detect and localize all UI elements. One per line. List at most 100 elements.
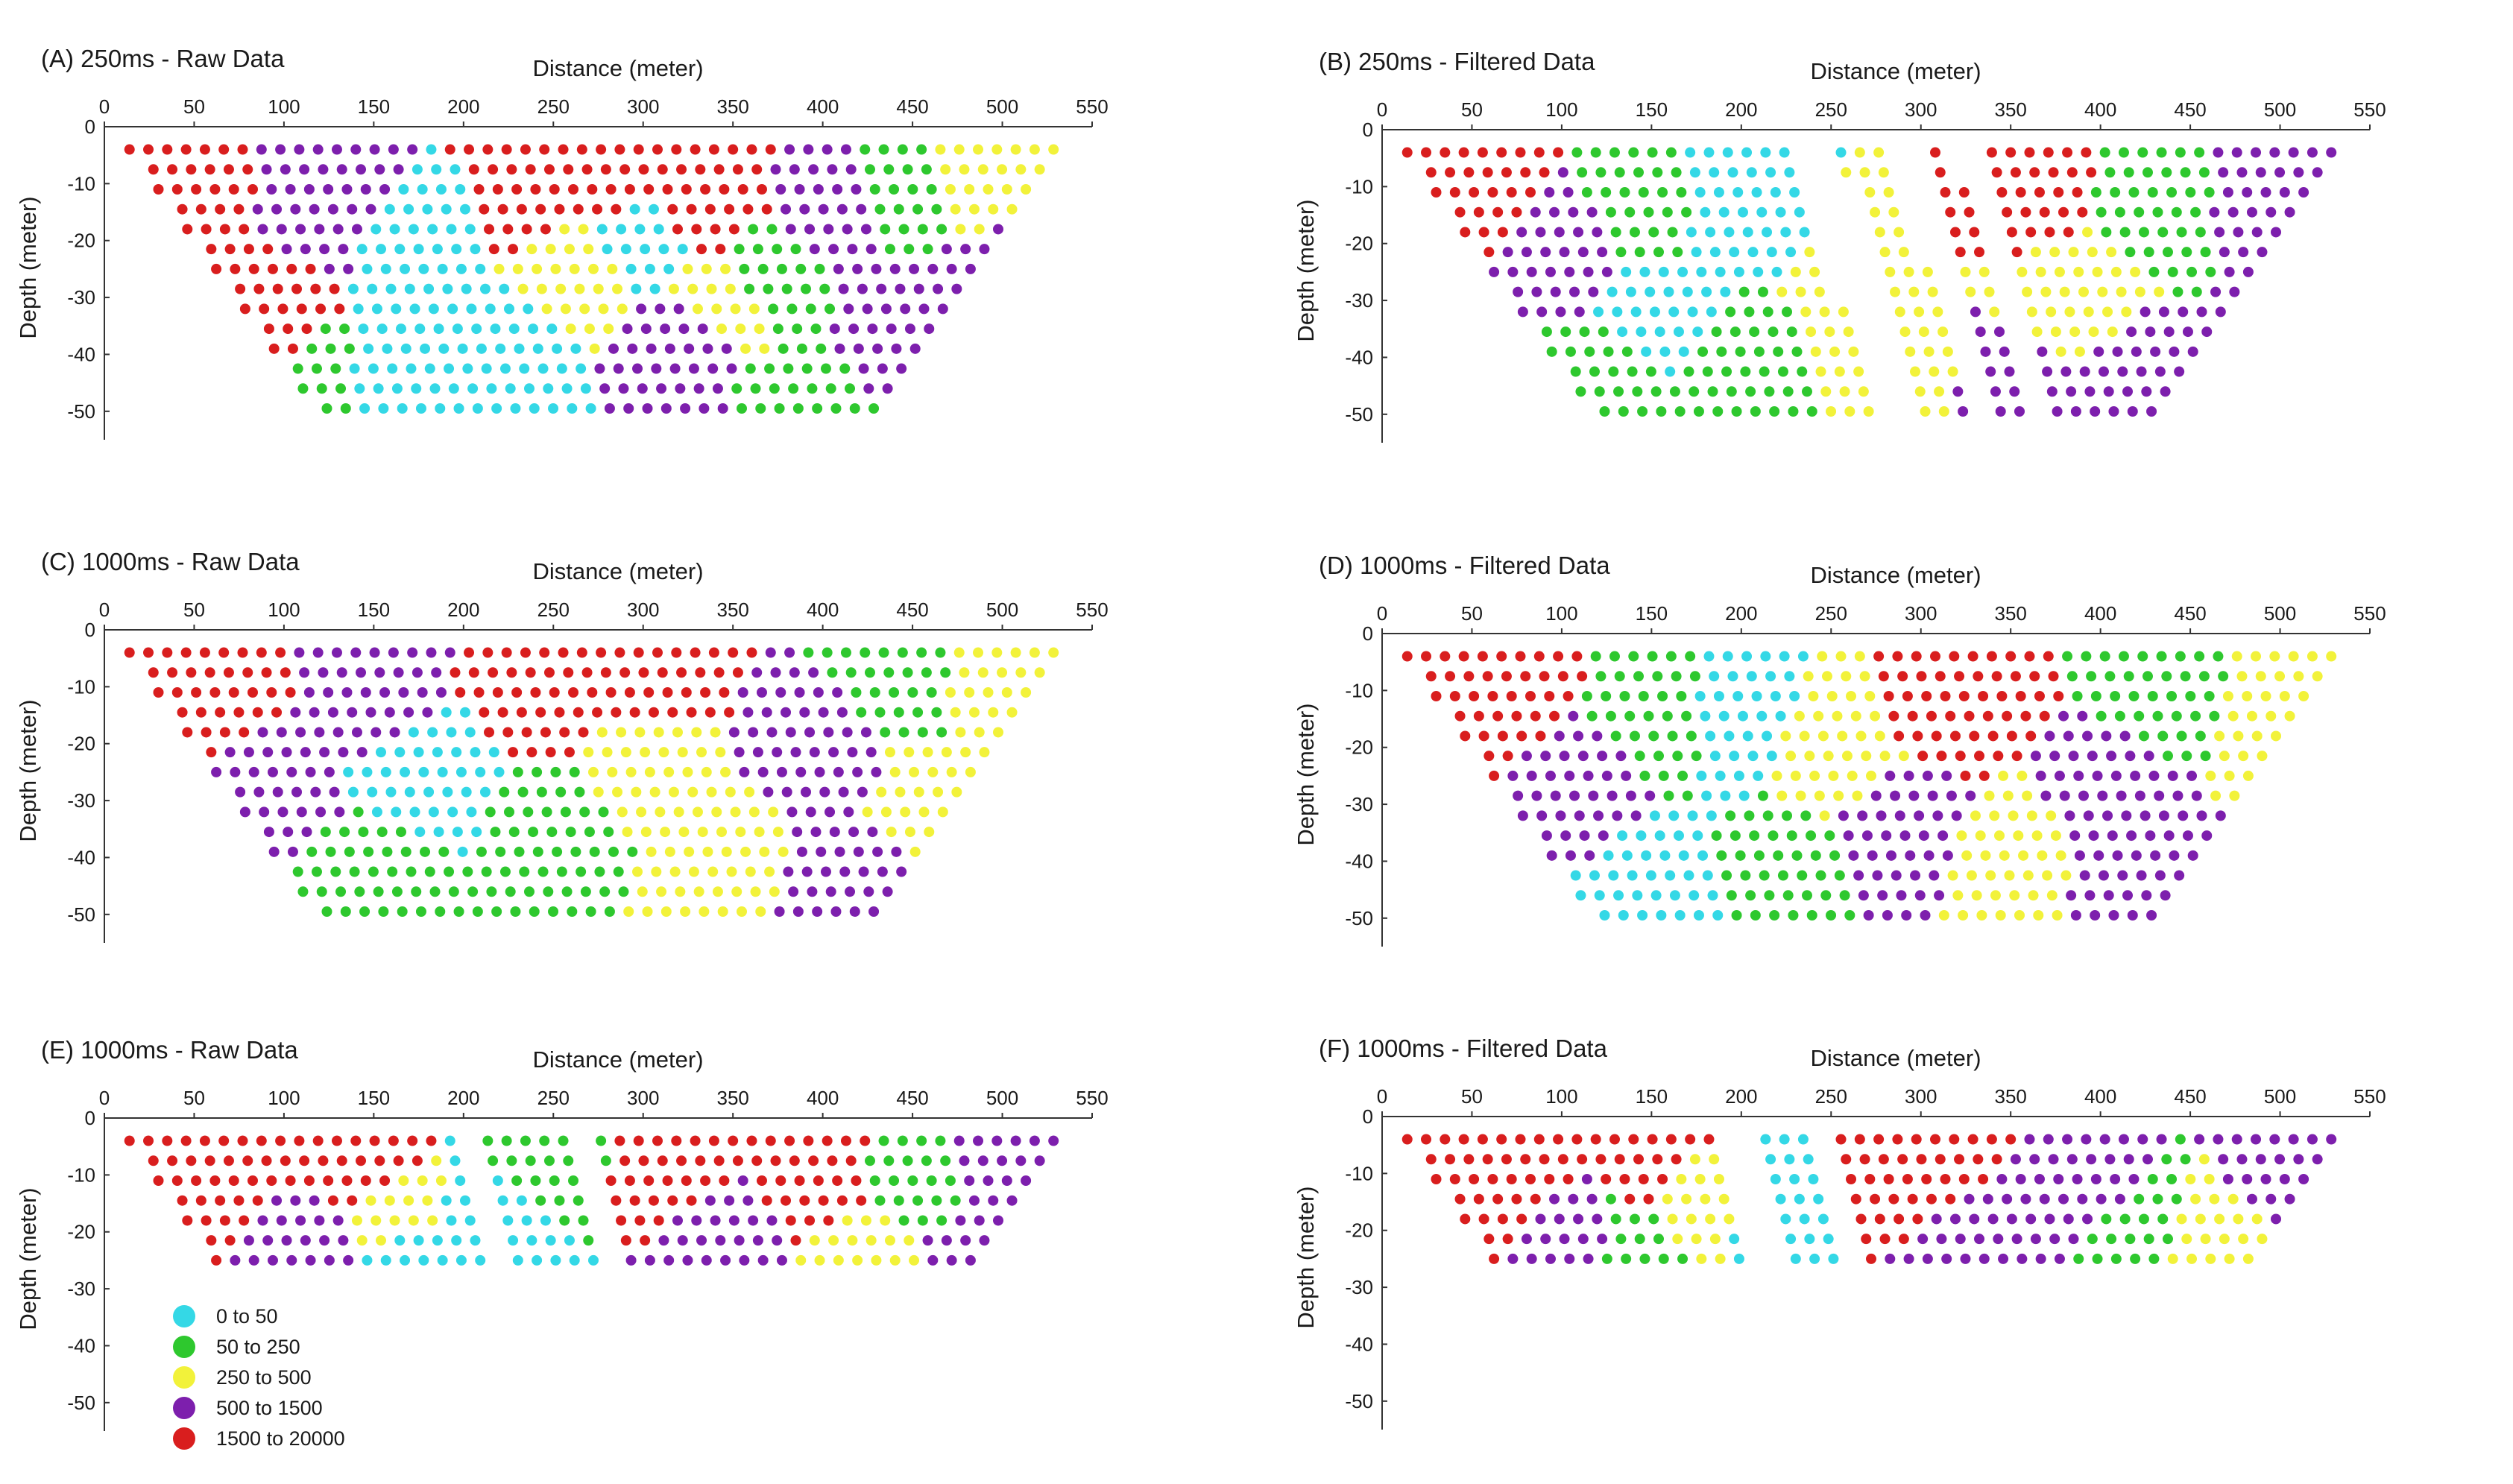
data-point: [546, 827, 558, 838]
data-point: [432, 1235, 443, 1246]
data-point: [921, 164, 932, 175]
data-point: [1492, 710, 1504, 722]
data-point: [2148, 1253, 2160, 1264]
data-point: [1749, 326, 1760, 338]
data-point: [281, 1235, 292, 1246]
data-point: [347, 1195, 358, 1206]
data-point: [587, 263, 599, 274]
data-point: [2026, 306, 2037, 318]
data-point: [315, 806, 327, 818]
data-point: [2073, 770, 2084, 781]
data-point: [974, 727, 985, 738]
data-point: [310, 283, 321, 294]
data-point: [823, 727, 834, 738]
data-point: [295, 224, 306, 235]
data-point: [1789, 1174, 1800, 1184]
data-point: [523, 886, 535, 897]
data-point: [1006, 203, 1018, 215]
y-tick-label: -30: [67, 789, 95, 812]
data-point: [177, 1195, 188, 1206]
data-point: [1775, 1193, 1786, 1204]
data-point: [808, 667, 819, 678]
data-point: [1544, 1174, 1555, 1184]
data-point: [1921, 1174, 1932, 1184]
data-point: [2104, 167, 2116, 178]
data-point: [195, 1195, 206, 1206]
data-point: [1653, 247, 1664, 258]
data-point: [1911, 651, 1922, 662]
data-point: [1601, 187, 1612, 198]
data-point: [1647, 651, 1658, 662]
data-point: [446, 224, 457, 235]
data-point: [2145, 326, 2156, 338]
data-point: [2072, 187, 2083, 198]
data-point: [824, 806, 836, 818]
data-point: [2190, 710, 2201, 722]
x-tick-label: 300: [1905, 602, 1937, 625]
data-point: [737, 184, 748, 195]
data-point: [2187, 346, 2198, 357]
data-point: [363, 343, 374, 354]
data-point: [1564, 266, 1575, 277]
data-point: [808, 1155, 819, 1166]
data-point: [404, 283, 415, 294]
data-point: [1643, 710, 1654, 722]
data-point: [171, 184, 183, 195]
data-point: [600, 164, 611, 175]
data-point: [2090, 406, 2101, 417]
data-point: [219, 727, 230, 738]
data-point: [696, 1235, 707, 1246]
data-point: [801, 363, 813, 374]
x-tick-label: 500: [2264, 602, 2296, 625]
data-point: [2025, 1213, 2037, 1225]
data-point: [1595, 671, 1607, 682]
data-point: [1914, 386, 1926, 397]
data-point: [991, 144, 1003, 155]
data-point: [257, 727, 268, 738]
data-point: [1573, 730, 1584, 742]
data-point: [426, 647, 437, 658]
data-point: [638, 667, 649, 678]
data-point: [1974, 247, 1985, 258]
data-point: [1557, 671, 1568, 682]
data-point: [1853, 870, 1864, 881]
data-point: [1621, 346, 1633, 357]
data-point: [1773, 850, 1784, 861]
data-point: [472, 906, 483, 917]
data-point: [2161, 167, 2172, 178]
data-point: [690, 144, 701, 155]
data-point: [502, 1215, 514, 1226]
data-point: [834, 846, 845, 857]
data-point: [816, 343, 827, 354]
data-point: [896, 363, 907, 374]
data-point: [672, 727, 683, 738]
data-point: [462, 363, 473, 374]
data-point: [744, 283, 755, 294]
data-point: [751, 1155, 763, 1166]
data-point: [336, 667, 347, 678]
data-point: [1653, 1234, 1664, 1245]
data-point: [556, 866, 567, 877]
data-point: [2218, 167, 2229, 178]
legend-label: 1500 to 20000: [216, 1427, 345, 1450]
x-tick-label: 0: [1377, 602, 1387, 625]
data-point: [252, 203, 263, 215]
data-point: [1048, 144, 1059, 155]
data-point: [2209, 206, 2220, 218]
data-point: [2048, 1154, 2059, 1165]
data-point: [545, 747, 556, 758]
data-point: [2134, 790, 2145, 801]
data-point: [744, 786, 755, 798]
data-point: [574, 283, 585, 294]
data-point: [535, 203, 546, 215]
data-point: [1914, 890, 1926, 901]
data-point: [2030, 751, 2041, 762]
data-point: [828, 244, 839, 255]
data-point: [620, 1235, 631, 1246]
data-point: [1795, 286, 1806, 297]
data-point: [1515, 147, 1526, 158]
data-point: [614, 144, 625, 155]
data-point: [596, 224, 608, 235]
data-point: [788, 383, 799, 394]
data-point: [309, 1195, 320, 1206]
